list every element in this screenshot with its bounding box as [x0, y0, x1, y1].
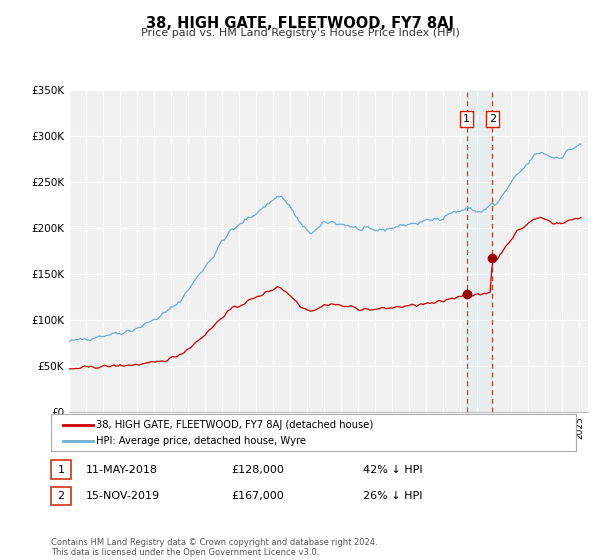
Bar [467, 90, 493, 412]
Text: 2: 2 [489, 114, 496, 124]
Text: 11-MAY-2018: 11-MAY-2018 [86, 465, 158, 475]
Text: HPI: Average price, detached house, Wyre: HPI: Average price, detached house, Wyre [96, 436, 306, 446]
Text: 38, HIGH GATE, FLEETWOOD, FY7 8AJ (detached house): 38, HIGH GATE, FLEETWOOD, FY7 8AJ (detac… [96, 419, 373, 430]
Text: This data is licensed under the Open Government Licence v3.0.: This data is licensed under the Open Gov… [51, 548, 319, 557]
Text: £167,000: £167,000 [231, 491, 284, 501]
Text: 15-NOV-2019: 15-NOV-2019 [86, 491, 160, 501]
Text: Contains HM Land Registry data © Crown copyright and database right 2024.: Contains HM Land Registry data © Crown c… [51, 538, 377, 547]
Text: £128,000: £128,000 [231, 465, 284, 475]
Text: 1: 1 [58, 465, 64, 474]
Text: 2: 2 [58, 491, 64, 501]
Text: 1: 1 [463, 114, 470, 124]
Text: Price paid vs. HM Land Registry's House Price Index (HPI): Price paid vs. HM Land Registry's House … [140, 28, 460, 38]
Text: 38, HIGH GATE, FLEETWOOD, FY7 8AJ: 38, HIGH GATE, FLEETWOOD, FY7 8AJ [146, 16, 454, 31]
Text: 26% ↓ HPI: 26% ↓ HPI [363, 491, 422, 501]
Text: 42% ↓ HPI: 42% ↓ HPI [363, 465, 422, 475]
